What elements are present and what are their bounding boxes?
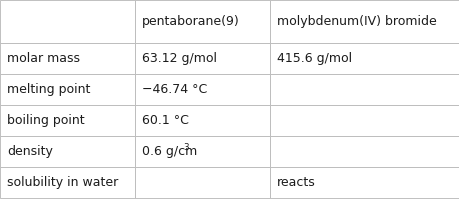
Text: 0.6 g/cm: 0.6 g/cm — [142, 145, 197, 158]
Bar — [0, 167, 135, 198]
Bar — [135, 0, 270, 43]
Bar — [135, 74, 270, 105]
Text: reacts: reacts — [277, 176, 316, 189]
Text: melting point: melting point — [7, 83, 90, 96]
Text: molybdenum(IV) bromide: molybdenum(IV) bromide — [277, 15, 437, 28]
Bar — [135, 136, 270, 167]
Text: −46.74 °C: −46.74 °C — [142, 83, 207, 96]
Text: boiling point: boiling point — [7, 114, 84, 127]
Text: molar mass: molar mass — [7, 52, 80, 65]
Bar — [270, 43, 459, 74]
Bar — [270, 105, 459, 136]
Bar — [270, 74, 459, 105]
Bar — [135, 167, 270, 198]
Bar — [270, 167, 459, 198]
Text: 63.12 g/mol: 63.12 g/mol — [142, 52, 217, 65]
Text: 60.1 °C: 60.1 °C — [142, 114, 189, 127]
Bar — [270, 0, 459, 43]
Text: 415.6 g/mol: 415.6 g/mol — [277, 52, 352, 65]
Text: pentaborane(9): pentaborane(9) — [142, 15, 240, 28]
Bar — [0, 105, 135, 136]
Bar — [0, 0, 135, 43]
Bar — [135, 43, 270, 74]
Bar — [135, 105, 270, 136]
Bar — [0, 74, 135, 105]
Text: 3: 3 — [184, 143, 190, 152]
Bar — [270, 136, 459, 167]
Text: density: density — [7, 145, 53, 158]
Text: solubility in water: solubility in water — [7, 176, 118, 189]
Bar — [0, 43, 135, 74]
Bar — [0, 136, 135, 167]
